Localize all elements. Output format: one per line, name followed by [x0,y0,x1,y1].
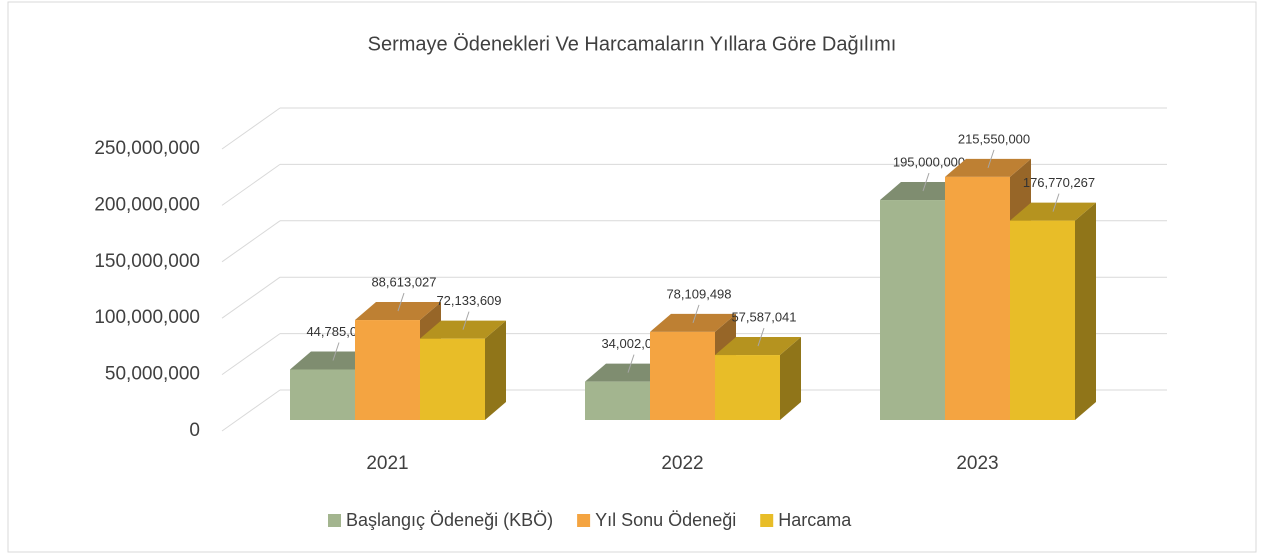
leader-line [922,172,930,192]
bar-front [1010,220,1075,420]
leader-line [757,327,765,347]
bar-front [650,331,715,420]
grid-line-side [221,107,281,150]
bar-side [780,337,801,420]
bar-front [290,369,355,420]
legend-label: Harcama [778,510,852,530]
leader-line [1052,193,1060,212]
legend-swatch [328,514,341,527]
y-tick-label: 200,000,000 [94,194,200,215]
y-tick-label: 100,000,000 [94,307,200,328]
bar-front [355,320,420,420]
bar [1010,202,1096,420]
leader-line [332,342,340,361]
bar-front [585,381,650,420]
bar-front [715,355,780,420]
leader-line [397,292,405,312]
leader-line [462,311,470,330]
legend-swatch [577,514,591,527]
grid-line-side [221,333,281,376]
value-label: 88,613,027 [371,274,436,289]
value-label: 57,587,041 [731,309,796,324]
value-label: 195,000,000 [893,154,965,169]
grid-line-side [221,276,281,319]
legend-label: Başlangıç Ödeneği (KBÖ) [346,510,553,530]
bar [355,302,441,420]
chart-title: Sermaye Ödenekleri Ve Harcamaların Yılla… [368,33,897,55]
grid-line-side [221,389,281,432]
bar [715,337,801,420]
value-label: 72,133,609 [436,293,501,308]
grid-line-side [221,220,281,263]
leader-line [987,149,995,169]
x-tick-label: 2022 [661,453,703,474]
value-label: 215,550,000 [958,131,1030,146]
bar [420,320,506,420]
y-tick-label: 250,000,000 [94,138,200,159]
y-tick-label: 0 [189,420,200,441]
x-tick-label: 2021 [366,453,408,474]
grid-line-side [221,163,281,206]
legend-swatch [760,514,774,527]
value-label: 78,109,498 [666,286,731,301]
bar-side [1075,202,1096,420]
bar-front [880,200,945,420]
bar-front [945,176,1010,420]
y-tick-label: 50,000,000 [105,364,200,385]
y-tick-label: 150,000,000 [94,251,200,272]
bar-front [420,338,485,420]
legend-label: Yıl Sonu Ödeneği [595,510,736,530]
leader-line [627,354,635,373]
leader-line [692,304,700,324]
bar-side [485,320,506,420]
x-tick-label: 2023 [956,453,998,474]
value-label: 176,770,267 [1023,175,1095,190]
